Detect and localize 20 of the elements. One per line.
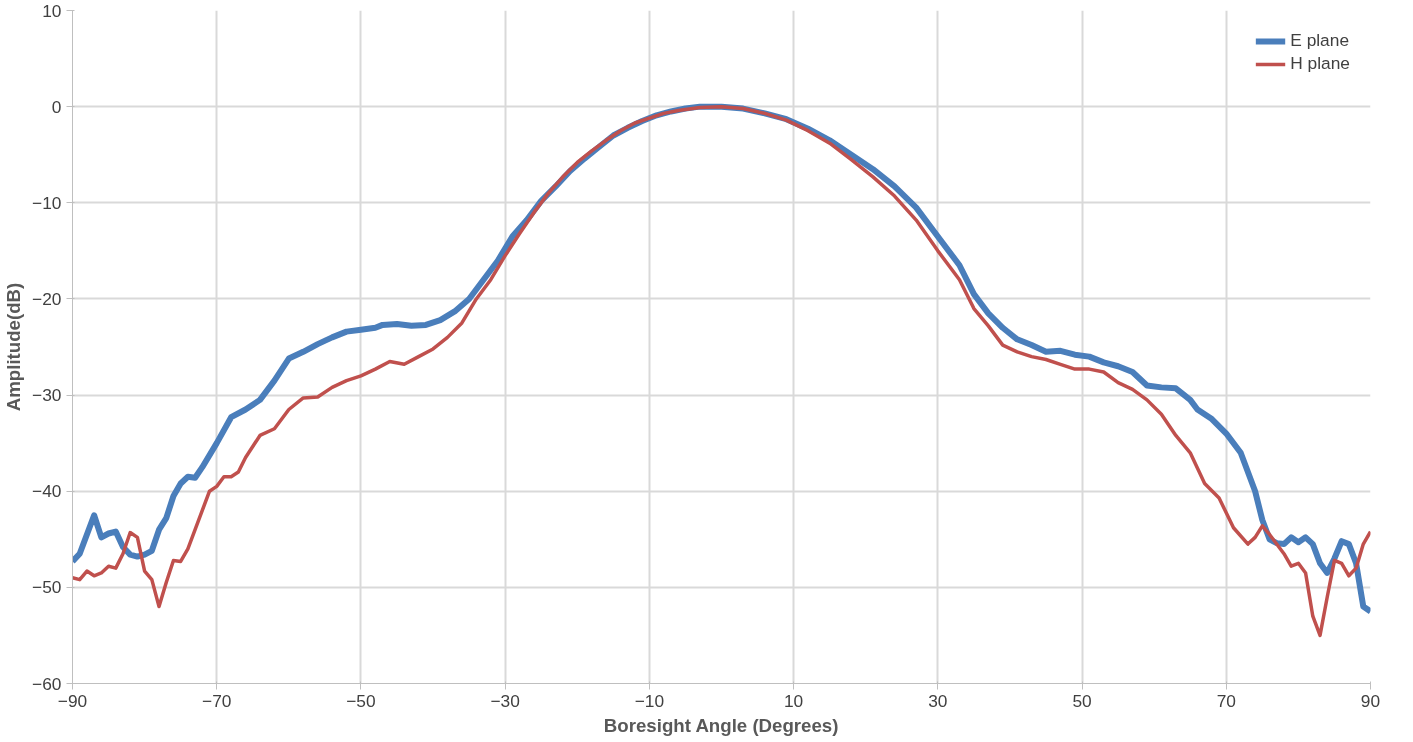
- x-tick-label: 10: [783, 690, 804, 711]
- x-tick-label: −70: [202, 690, 232, 711]
- x-tick-label: −50: [346, 690, 376, 711]
- x-tick-label: 50: [1072, 690, 1092, 711]
- x-tick-label: 90: [1360, 690, 1381, 711]
- x-axis-title: Boresight Angle (Degrees): [603, 714, 839, 736]
- y-tick-label: 0: [51, 96, 62, 117]
- legend-label: E plane: [1290, 30, 1350, 51]
- x-tick-label: 30: [928, 690, 948, 711]
- x-tick-label: −10: [634, 690, 665, 711]
- y-tick-label: −20: [32, 288, 62, 309]
- y-tick-label: −30: [32, 385, 62, 406]
- y-tick-label: −50: [32, 577, 62, 598]
- x-tick-label: 70: [1216, 690, 1236, 711]
- legend-label: H plane: [1290, 53, 1350, 74]
- x-tick-label: −30: [490, 690, 520, 711]
- y-tick-label: 10: [42, 0, 62, 21]
- y-tick-label: −40: [32, 481, 62, 502]
- y-axis-title: Amplitude(dB): [3, 282, 25, 412]
- y-tick-label: −10: [32, 192, 62, 213]
